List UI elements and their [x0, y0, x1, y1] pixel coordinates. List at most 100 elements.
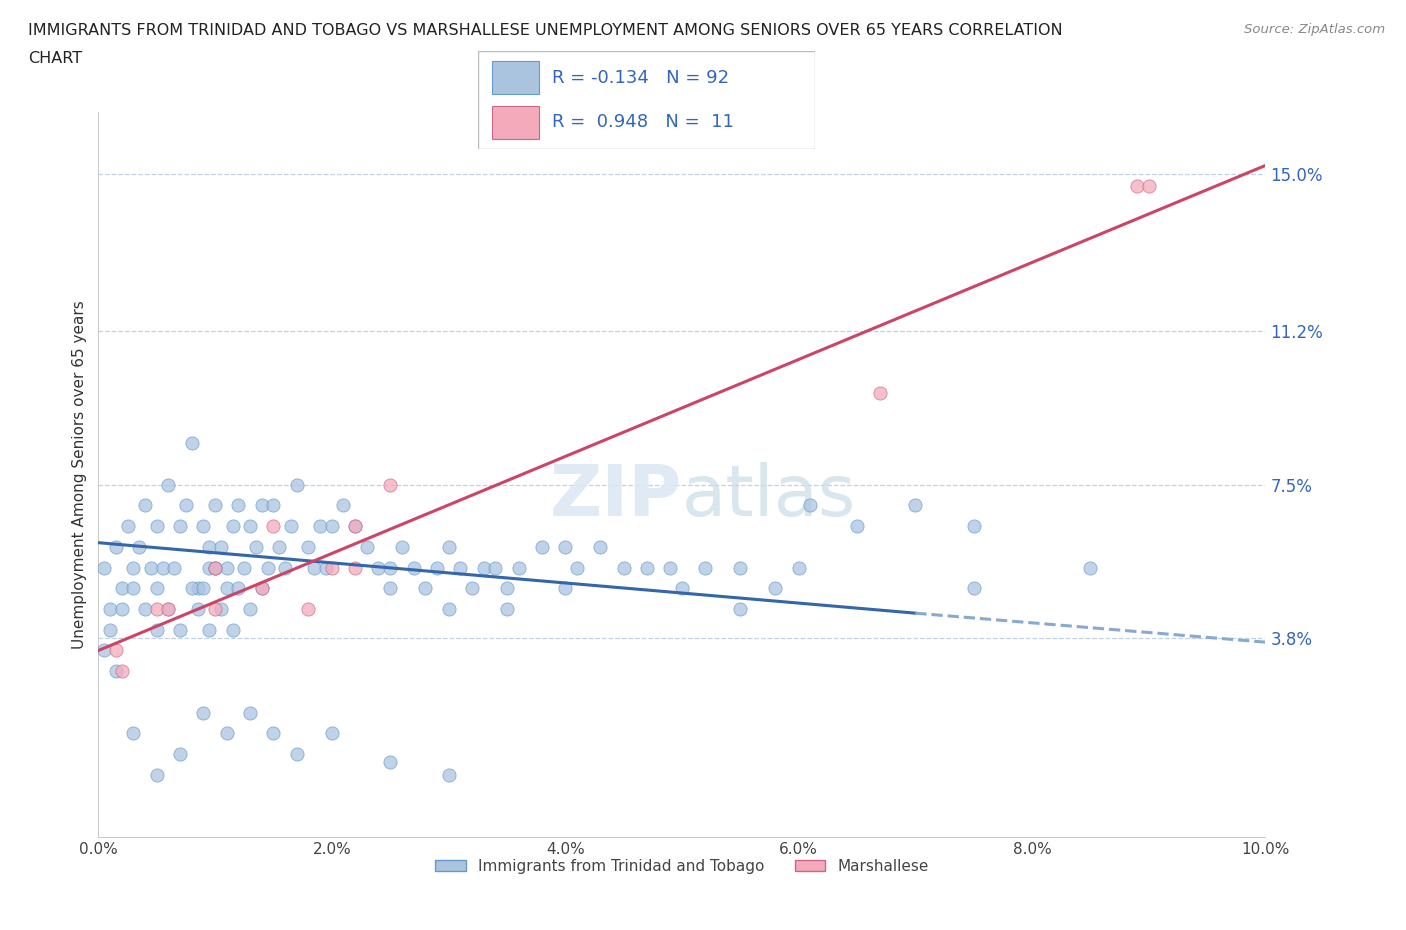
Point	[245, 539, 267, 554]
Point	[198, 560, 221, 575]
Point	[309, 519, 332, 534]
Point	[315, 560, 337, 575]
Point	[285, 747, 308, 762]
Point	[111, 581, 134, 596]
Point	[449, 560, 471, 575]
FancyBboxPatch shape	[492, 106, 538, 140]
Point	[187, 602, 209, 617]
Point	[269, 539, 291, 554]
Point	[1137, 179, 1160, 193]
Point	[659, 560, 682, 575]
Point	[263, 726, 285, 741]
FancyBboxPatch shape	[478, 51, 815, 149]
Point	[787, 560, 810, 575]
Point	[204, 560, 226, 575]
Point	[285, 477, 308, 492]
Point	[169, 747, 191, 762]
Point	[93, 560, 115, 575]
Point	[380, 755, 402, 770]
Point	[367, 560, 389, 575]
Point	[344, 519, 367, 534]
Point	[209, 602, 232, 617]
Point	[209, 539, 232, 554]
Point	[304, 560, 326, 575]
Point	[146, 602, 169, 617]
Point	[104, 643, 127, 658]
Point	[157, 602, 180, 617]
Text: IMMIGRANTS FROM TRINIDAD AND TOBAGO VS MARSHALLESE UNEMPLOYMENT AMONG SENIORS OV: IMMIGRANTS FROM TRINIDAD AND TOBAGO VS M…	[28, 23, 1063, 38]
Point	[484, 560, 506, 575]
Point	[695, 560, 717, 575]
Point	[193, 519, 215, 534]
Point	[321, 519, 343, 534]
Point	[321, 560, 343, 575]
FancyBboxPatch shape	[492, 61, 538, 94]
Point	[239, 602, 262, 617]
Point	[1080, 560, 1102, 575]
Point	[671, 581, 693, 596]
Point	[128, 539, 150, 554]
Point	[356, 539, 378, 554]
Point	[233, 560, 256, 575]
Point	[157, 602, 180, 617]
Point	[152, 560, 174, 575]
Point	[636, 560, 658, 575]
Point	[869, 386, 891, 401]
Point	[228, 498, 250, 512]
Point	[554, 539, 576, 554]
Point	[1126, 179, 1149, 193]
Point	[437, 602, 460, 617]
Point	[321, 726, 343, 741]
Point	[846, 519, 869, 534]
Point	[256, 560, 278, 575]
Point	[297, 539, 319, 554]
Point	[122, 560, 145, 575]
Text: Source: ZipAtlas.com: Source: ZipAtlas.com	[1244, 23, 1385, 36]
Point	[426, 560, 449, 575]
Point	[221, 519, 243, 534]
Point	[730, 560, 752, 575]
Point	[472, 560, 495, 575]
Point	[413, 581, 436, 596]
Point	[215, 560, 238, 575]
Point	[437, 767, 460, 782]
Text: R = -0.134   N = 92: R = -0.134 N = 92	[553, 69, 730, 86]
Point	[280, 519, 302, 534]
Text: ZIP: ZIP	[550, 461, 682, 530]
Point	[163, 560, 186, 575]
Point	[198, 622, 221, 637]
Point	[554, 581, 576, 596]
Point	[228, 581, 250, 596]
Point	[111, 602, 134, 617]
Point	[263, 498, 285, 512]
Point	[496, 602, 519, 617]
Point	[380, 581, 402, 596]
Point	[402, 560, 425, 575]
Point	[496, 581, 519, 596]
Point	[104, 539, 127, 554]
Point	[380, 477, 402, 492]
Point	[263, 519, 285, 534]
Point	[198, 539, 221, 554]
Point	[174, 498, 197, 512]
Point	[98, 602, 121, 617]
Point	[508, 560, 530, 575]
Point	[565, 560, 588, 575]
Text: atlas: atlas	[682, 461, 856, 530]
Point	[239, 705, 262, 720]
Point	[187, 581, 209, 596]
Point	[204, 602, 226, 617]
Point	[344, 560, 367, 575]
Point	[332, 498, 354, 512]
Point	[111, 664, 134, 679]
Point	[799, 498, 821, 512]
Point	[193, 581, 215, 596]
Point	[204, 560, 226, 575]
Point	[122, 581, 145, 596]
Point	[250, 581, 273, 596]
Point	[250, 498, 273, 512]
Point	[122, 726, 145, 741]
Point	[157, 477, 180, 492]
Point	[169, 622, 191, 637]
Point	[589, 539, 612, 554]
